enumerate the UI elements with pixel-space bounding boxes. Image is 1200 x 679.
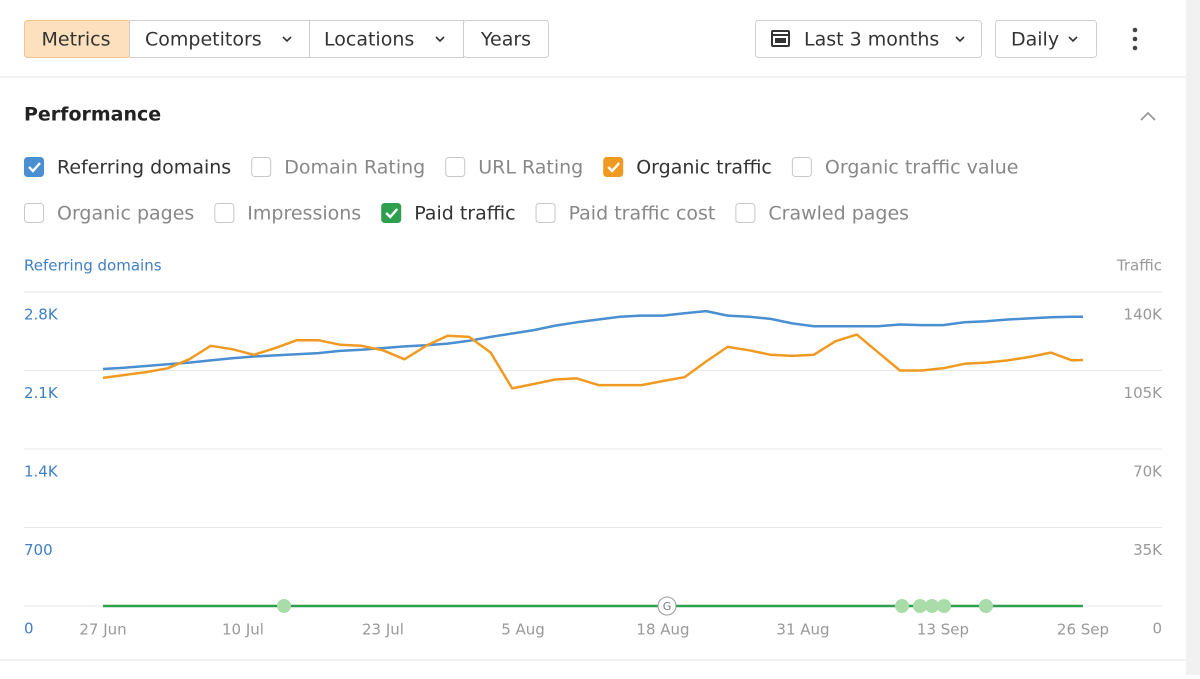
y-tick-label: 1.4K [24, 463, 59, 481]
marker-label: G [663, 600, 672, 613]
metric-checkbox[interactable]: Organic pages [24, 203, 195, 225]
chevron [955, 36, 965, 43]
checkbox-label: Organic traffic value [825, 157, 1019, 179]
metric-checkbox[interactable]: Organic traffic value [791, 157, 1019, 179]
x-tick-label: 13 Sep [917, 621, 969, 639]
x-tick-label: 23 Jul [362, 621, 404, 639]
checkbox [24, 203, 44, 223]
metric-checkbox[interactable]: Crawled pages [735, 203, 909, 225]
checkbox [603, 157, 624, 177]
marker-circle [657, 596, 677, 616]
tab-label: Competitors [145, 29, 262, 51]
event-marker [925, 599, 939, 613]
checkbox-label: Domain Rating [284, 157, 425, 179]
y2-tick-label: 70K [1133, 463, 1163, 481]
checkbox-label: Crawled pages [768, 203, 909, 225]
checkbox [535, 203, 556, 223]
y2-tick-label: 35K [1133, 541, 1163, 559]
chevron [1068, 36, 1078, 43]
x-tick-label: 5 Aug [501, 621, 545, 639]
chevron [435, 36, 445, 43]
x-tick-label: 18 Aug [636, 621, 689, 639]
metric-checkbox[interactable]: Organic traffic [603, 157, 772, 179]
date-range-button[interactable] [755, 20, 982, 58]
checkbox-label: Organic pages [57, 203, 194, 225]
checkbox-label: Paid traffic [414, 203, 515, 225]
check-mark [607, 162, 621, 173]
metric-checkbox[interactable]: Referring domains [24, 157, 232, 179]
event-marker [913, 599, 927, 613]
series-line [102, 309, 1083, 371]
tab-label: Years [480, 29, 531, 51]
date-range: Last 3 months [804, 29, 939, 51]
metric-checkbox[interactable]: Paid traffic cost [535, 203, 716, 225]
x-tick-label: 31 Aug [776, 621, 829, 639]
google-update-marker: G [657, 596, 677, 616]
tab[interactable] [463, 20, 549, 58]
y2-axis-title: Traffic [1116, 257, 1162, 275]
calendar-icon [771, 30, 790, 47]
y-axis-title: Referring domains [24, 257, 162, 275]
checkbox [381, 203, 402, 223]
checkbox-label: Referring domains [57, 157, 231, 179]
y-tick-label: 0 [24, 620, 34, 638]
y2-tick-label: 0 [1152, 620, 1162, 638]
metric-checkbox[interactable]: Domain Rating [251, 157, 426, 179]
interval: Daily [1011, 29, 1059, 51]
toolbar: Metrics Competitors Locations Years Last… [24, 20, 1138, 58]
checkbox [24, 157, 44, 177]
x-tick-label: 27 Jun [79, 621, 126, 639]
checkbox-label: URL Rating [478, 157, 583, 179]
chevron [282, 36, 292, 43]
y-tick-label: 2.8K [24, 306, 59, 324]
event-marker [277, 599, 291, 613]
metric-checkbox[interactable]: Impressions [214, 203, 361, 225]
series-line [102, 333, 1084, 390]
x-tick-label: 10 Jul [222, 621, 264, 639]
checkbox-label: Paid traffic cost [569, 203, 716, 225]
interval-button[interactable] [995, 20, 1097, 58]
checkbox [791, 157, 812, 177]
check-mark [28, 162, 41, 173]
checkbox [445, 157, 466, 177]
event-marker [979, 599, 993, 613]
tab-label: Metrics [42, 29, 111, 51]
checkbox [214, 203, 235, 223]
x-tick-label: 26 Sep [1057, 621, 1109, 639]
metric-checkbox[interactable]: URL Rating [445, 157, 584, 179]
tab-label: Locations [324, 29, 414, 51]
check-mark [385, 208, 399, 219]
y-tick-label: 700 [24, 541, 53, 559]
event-marker [937, 599, 951, 613]
event-marker [895, 599, 909, 613]
checkbox [251, 157, 272, 177]
scrollbar [1186, 0, 1200, 675]
y-tick-label: 2.1K [24, 384, 59, 402]
section-title: Performance [24, 104, 161, 126]
checkbox-label: Impressions [247, 203, 361, 225]
tab[interactable] [129, 20, 310, 58]
more-menu[interactable] [1132, 27, 1138, 51]
metric-checkbox[interactable]: Paid traffic [381, 203, 516, 225]
collapse-button[interactable] [1140, 111, 1156, 121]
checkbox [735, 203, 756, 223]
y2-tick-label: 140K [1124, 306, 1164, 324]
y2-tick-label: 105K [1124, 384, 1164, 402]
checkbox-label: Organic traffic [636, 157, 772, 179]
